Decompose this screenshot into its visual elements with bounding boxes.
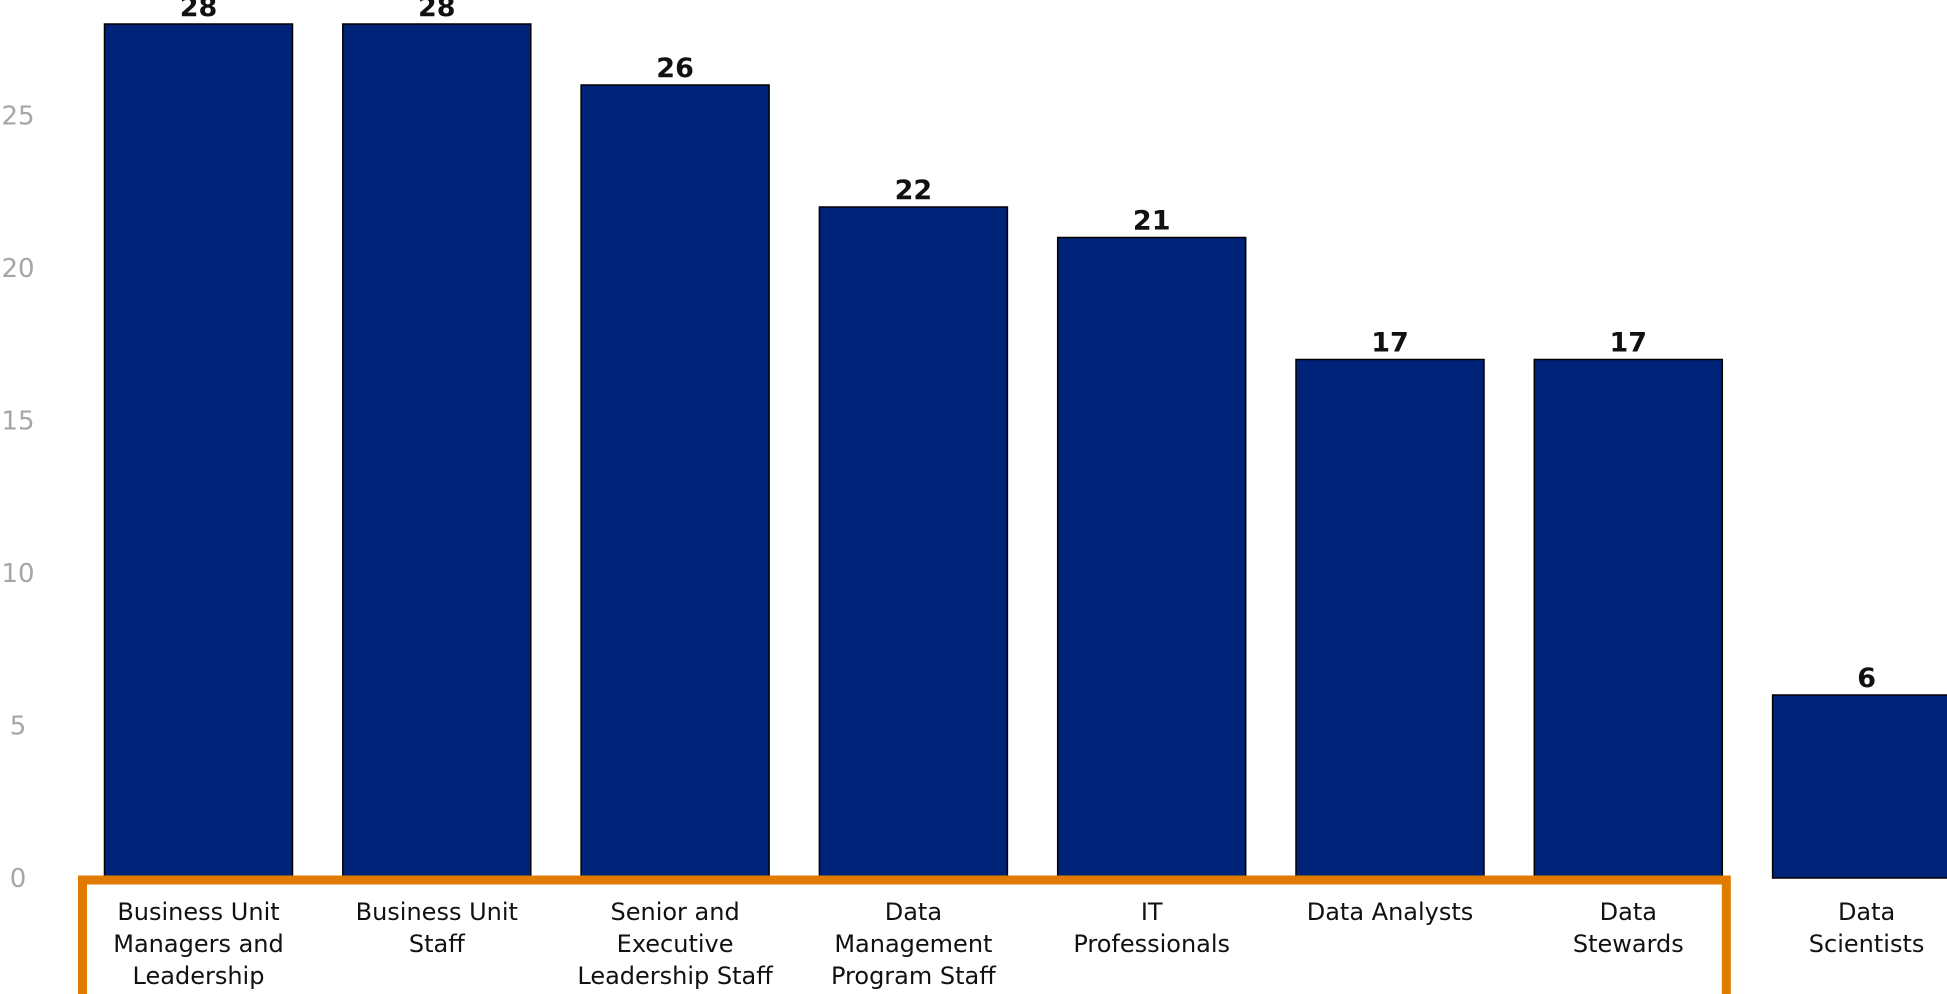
bars [103,23,1947,879]
category-label: Data Scientists [1809,898,1925,958]
category-label: Business Unit Staff [356,898,518,958]
category-label: Senior and Executive Leadership Staff [577,898,773,990]
bar [1533,358,1724,879]
value-label: 26 [656,53,694,84]
bar [103,23,294,879]
value-label: 17 [1610,328,1648,359]
y-axis-ticks: 0 5 10 15 20 25 [1,102,34,895]
value-label: 21 [1133,206,1171,237]
value-label: 6 [1857,663,1876,694]
bar [1295,358,1485,879]
y-tick-label: 15 [1,407,34,437]
y-tick-label: 25 [1,102,34,132]
y-tick-label: 20 [1,254,34,284]
y-tick-label: 5 [10,712,27,742]
value-labels: 28 28 26 22 21 17 17 6 [180,0,1876,694]
bar [1771,694,1947,879]
value-label: 28 [418,0,456,23]
bar [1056,236,1247,879]
value-label: 17 [1371,328,1409,359]
category-label: Data Stewards [1573,898,1684,958]
category-label: Business Unit Managers and Leadership [113,898,283,990]
bar [342,23,532,879]
bar [580,84,770,879]
highlight-box [78,875,1731,994]
y-tick-label: 0 [10,864,27,894]
y-tick-label: 10 [1,559,34,589]
value-label: 28 [180,0,218,23]
category-label: IT Professionals [1073,898,1230,958]
bar [818,206,1009,879]
value-label: 22 [895,175,933,206]
category-label: Data Management Program Staff [831,898,996,990]
category-labels: Business Unit Managers and Leadership Busin… [113,898,1924,990]
category-label: Data Analysts [1307,898,1474,926]
